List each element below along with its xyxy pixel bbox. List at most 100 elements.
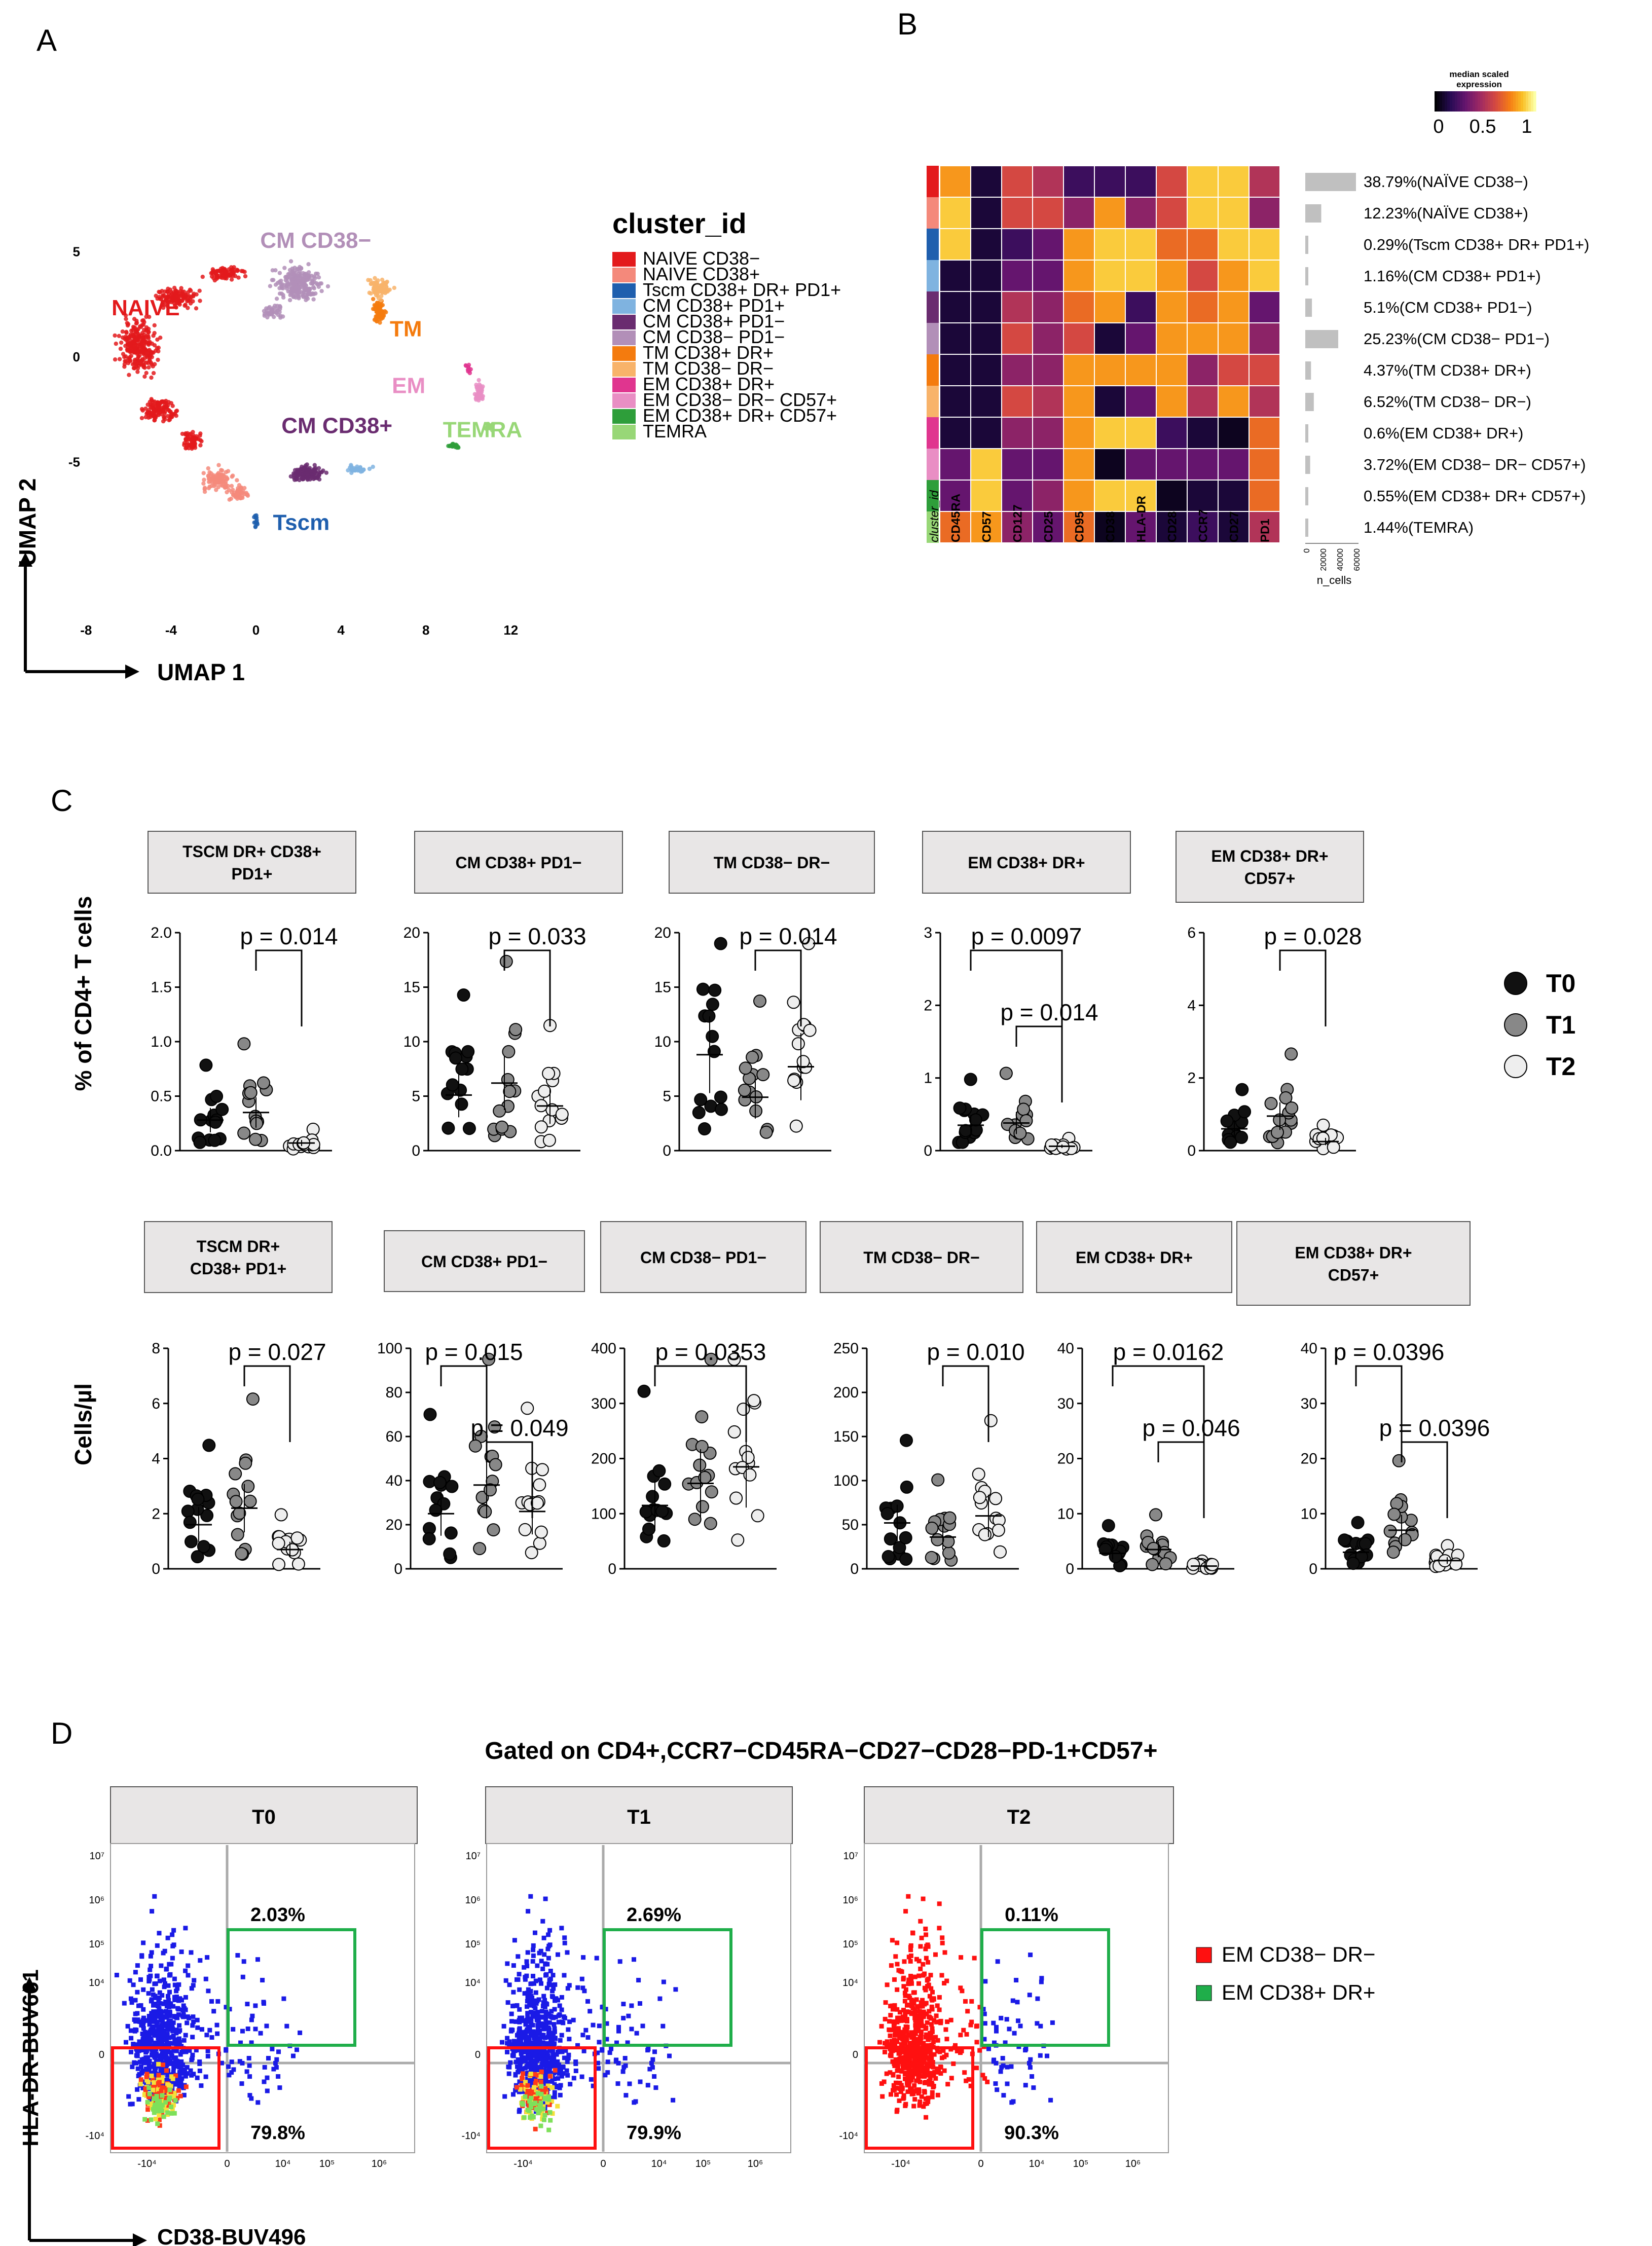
umap-point xyxy=(230,474,234,479)
flow-event xyxy=(511,2092,516,2097)
data-point xyxy=(1013,1126,1027,1140)
flow-event xyxy=(519,2034,524,2039)
flow-event xyxy=(930,2029,935,2034)
flow-event xyxy=(151,2025,156,2030)
heatmap-row-label: 6.52%(TM CD38− DR−) xyxy=(1364,393,1531,411)
flow-event xyxy=(544,2073,549,2078)
y-tick-label: 20 xyxy=(654,925,671,941)
data-point xyxy=(535,1463,549,1477)
flow-event xyxy=(149,2015,154,2019)
umap-point xyxy=(216,463,221,467)
flow-event xyxy=(543,1896,548,1901)
flow-event xyxy=(892,2033,897,2038)
umap-point xyxy=(380,277,385,282)
flow-event-dense xyxy=(533,2096,538,2101)
umap-point xyxy=(353,468,357,473)
flow-event xyxy=(897,2098,902,2103)
ncells-bar xyxy=(1305,487,1308,505)
flow-event xyxy=(141,2007,146,2012)
legend-marker xyxy=(1504,1055,1527,1078)
flow-event xyxy=(649,2060,654,2066)
y-tick-label: 40 xyxy=(386,1472,402,1489)
flow-event xyxy=(591,2022,596,2028)
heatmap-cell xyxy=(1094,165,1126,198)
legend-label: EM CD38+ DR+ xyxy=(643,374,775,394)
flow-event xyxy=(908,1947,913,1953)
data-point xyxy=(1338,1533,1351,1547)
flow-event xyxy=(249,2096,254,2101)
flow-event xyxy=(903,1993,908,1998)
flow-event xyxy=(550,2053,556,2058)
heatmap-cell xyxy=(970,417,1002,449)
data-point xyxy=(202,1439,216,1452)
umap-point xyxy=(297,477,302,483)
flow-event xyxy=(547,1942,553,1947)
heatmap-cell xyxy=(970,480,1002,512)
data-point xyxy=(449,1051,462,1065)
data-point xyxy=(705,1485,718,1499)
umap-point xyxy=(313,276,318,280)
flow-event xyxy=(253,2027,258,2032)
flow-event xyxy=(945,2019,950,2024)
legend-label: TM CD38+ DR+ xyxy=(643,342,774,363)
umap-point xyxy=(379,287,383,292)
flow-event xyxy=(136,2074,141,2078)
heatmap-cell xyxy=(1063,165,1095,198)
flow-event xyxy=(896,2030,901,2035)
umap-point xyxy=(371,307,376,311)
flow-event xyxy=(523,1977,528,1982)
ncells-bar xyxy=(1305,456,1310,474)
flow-event xyxy=(916,1973,922,1978)
flow-event xyxy=(157,2039,162,2044)
flow-event xyxy=(944,2037,949,2042)
flow-event xyxy=(542,1998,547,2003)
data-point xyxy=(291,1557,305,1571)
umap-point xyxy=(301,472,306,477)
umap-xtick: -4 xyxy=(165,622,177,638)
flow-event xyxy=(912,2030,917,2035)
flow-event xyxy=(925,2070,930,2075)
heatmap-cell xyxy=(970,228,1002,261)
flow-event xyxy=(913,2072,917,2077)
flow-event-dense xyxy=(145,2107,151,2112)
flow-event xyxy=(277,2085,282,2090)
flow-event xyxy=(168,2078,173,2083)
flow-event xyxy=(543,2001,548,2006)
data-point xyxy=(694,1093,708,1107)
flow-event-dense xyxy=(539,2091,544,2096)
flow-event xyxy=(185,2065,190,2070)
flow-event xyxy=(528,2033,533,2038)
flow-event xyxy=(921,1896,926,1901)
flow-event xyxy=(909,2091,914,2096)
umap-point xyxy=(371,297,376,302)
legend-swatch xyxy=(612,283,636,298)
umap-point xyxy=(146,335,151,339)
umap-point xyxy=(378,304,382,308)
flow-event xyxy=(151,2019,156,2024)
flow-event xyxy=(918,1966,923,1971)
heatmap-cell xyxy=(1094,448,1126,481)
flow-plot-title: T2 xyxy=(1007,1806,1031,1828)
umap-point xyxy=(466,362,471,367)
umap-point xyxy=(305,277,310,282)
heatmap-row-label: 0.6%(EM CD38+ DR+) xyxy=(1364,424,1523,442)
colorbar-step xyxy=(1460,91,1463,112)
umap-point xyxy=(229,277,234,282)
flow-event xyxy=(893,1954,898,1959)
flow-event xyxy=(158,2057,163,2061)
flow-event-dense xyxy=(173,2098,178,2103)
umap-point xyxy=(285,283,289,287)
flow-event xyxy=(140,2032,145,2036)
flow-event xyxy=(634,2031,639,2036)
umap-point xyxy=(467,371,472,376)
data-point xyxy=(1285,1101,1299,1115)
y-tick-label: 100 xyxy=(591,1505,616,1522)
flow-event xyxy=(1027,2065,1033,2070)
umap-point xyxy=(283,275,288,279)
y-tick-label: 0 xyxy=(608,1561,616,1577)
flow-event xyxy=(516,1954,521,1959)
umap-point xyxy=(310,281,315,286)
y-tick-label: 20 xyxy=(386,1517,402,1533)
flow-event xyxy=(179,2059,184,2064)
